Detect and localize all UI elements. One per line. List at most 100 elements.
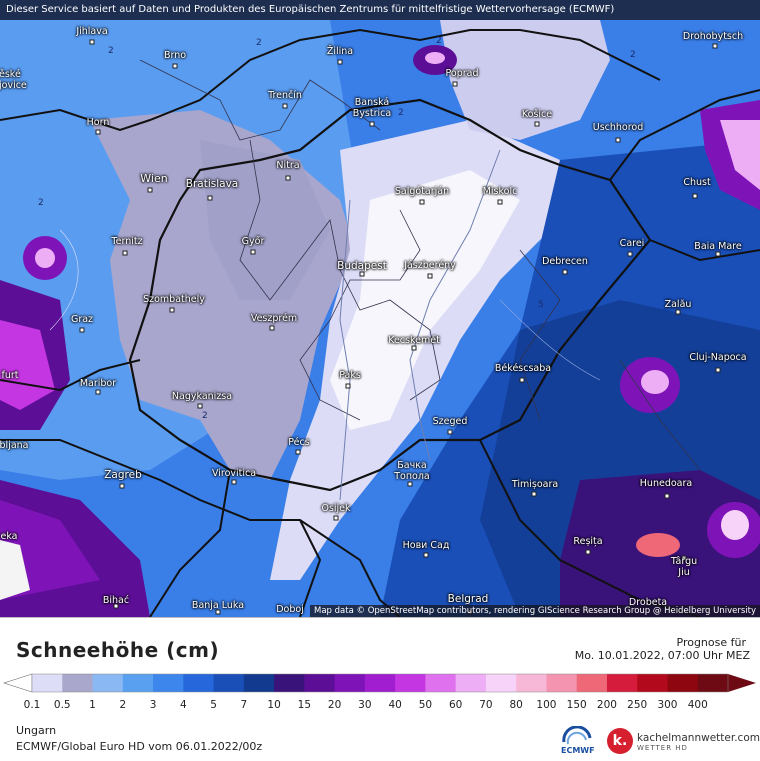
scale-swatch <box>62 674 94 692</box>
scale-swatch <box>637 674 668 692</box>
scale-swatch <box>153 674 184 692</box>
city-label: Drohobytsch <box>682 31 744 42</box>
contour-label: 2 <box>108 46 114 56</box>
city-marker <box>681 555 687 561</box>
city-label: Košice <box>521 109 553 120</box>
city-marker <box>407 481 413 487</box>
city-marker <box>337 59 343 65</box>
ecmwf-logo-text: ECMWF <box>561 746 595 755</box>
city-label: Baia Mare <box>694 241 742 252</box>
color-scale <box>3 673 756 693</box>
city-marker <box>419 199 425 205</box>
city-marker <box>345 383 351 389</box>
city-label: Békéscsaba <box>494 363 552 374</box>
city-marker <box>89 39 95 45</box>
city-marker <box>285 175 291 181</box>
kachelmann-logo-icon[interactable]: k. <box>607 728 633 754</box>
city-label: Jihlava <box>76 26 108 37</box>
city-marker <box>715 367 721 373</box>
city-label: Pécs <box>288 437 310 448</box>
city-label: Banská Bystrica <box>352 97 392 119</box>
model-run: ECMWF/Global Euro HD vom 06.01.2022/00z <box>16 740 263 753</box>
scale-swatch <box>697 674 729 692</box>
scale-swatch <box>546 674 578 692</box>
city-marker <box>359 271 365 277</box>
city-label: Reșița <box>573 536 603 547</box>
city-label: Nagykanizsa <box>171 391 233 402</box>
scale-swatch <box>274 674 305 692</box>
city-marker <box>282 103 288 109</box>
service-note-bar: Dieser Service basiert auf Daten und Pro… <box>0 0 760 20</box>
city-label: Wien <box>140 172 168 185</box>
scale-swatch <box>364 674 396 692</box>
city-marker <box>269 325 275 331</box>
city-marker <box>585 549 591 555</box>
city-label: Doboj <box>276 604 304 615</box>
city-label: furt <box>1 370 19 381</box>
ecmwf-logo-icon <box>562 726 592 745</box>
city-marker <box>172 63 178 69</box>
city-marker <box>119 483 125 489</box>
scale-swatch <box>576 674 608 692</box>
city-marker <box>452 81 458 87</box>
scale-tick-label: 300 <box>657 699 678 711</box>
city-marker <box>231 479 237 485</box>
map-attribution: Map data © OpenStreetMap contributors, r… <box>310 605 760 617</box>
legend-panel: Schneehöhe (cm) Prognose für Mo. 10.01.2… <box>0 617 760 761</box>
scale-tick-label: 50 <box>418 699 433 711</box>
service-note-text: Dieser Service basiert auf Daten und Pro… <box>6 4 615 15</box>
scale-swatch <box>304 674 336 692</box>
scale-tick-label: 7 <box>240 699 248 711</box>
scale-tick-label: 30 <box>358 699 372 711</box>
city-label: Szeged <box>432 416 468 427</box>
contour-label: 2 <box>436 36 442 46</box>
city-marker <box>122 250 128 256</box>
city-label: Debrecen <box>542 256 588 267</box>
city-label: Hunedoara <box>639 478 693 489</box>
scale-tick-label: 1 <box>89 699 96 711</box>
brand-name-link[interactable]: kachelmannwetter.com <box>637 732 760 744</box>
forecast-label: Prognose für <box>676 636 747 649</box>
city-label: Ternitz <box>111 236 143 247</box>
city-label: ěské jovice <box>0 69 27 91</box>
city-marker <box>147 187 153 193</box>
city-label: Miskolc <box>482 186 518 197</box>
city-marker <box>712 43 718 49</box>
city-label: Zalău <box>664 299 692 310</box>
city-marker <box>715 251 721 257</box>
snow-depth-map: Dieser Service basiert auf Daten und Pro… <box>0 0 760 617</box>
scale-tick-label: 200 <box>596 699 617 711</box>
city-label: Bratislava <box>185 178 239 190</box>
city-label: Kecskemét <box>388 335 440 346</box>
contour-label: 2 <box>256 38 262 48</box>
city-marker <box>207 195 213 201</box>
city-label: Nitra <box>276 160 300 171</box>
city-label: Graz <box>70 314 94 325</box>
city-label: Maribor <box>79 378 117 389</box>
scale-swatch <box>606 674 638 692</box>
contour-label: 5 <box>538 300 544 310</box>
city-label: Trenčín <box>268 90 302 101</box>
city-marker <box>519 377 525 383</box>
scale-swatch <box>455 674 487 692</box>
scale-tick-label: 70 <box>479 699 493 711</box>
city-marker <box>447 429 453 435</box>
scale-tick-label: 250 <box>627 699 648 711</box>
scale-swatch <box>395 674 426 692</box>
city-marker <box>664 493 670 499</box>
city-marker <box>427 273 433 279</box>
city-label: Szombathely <box>143 294 205 305</box>
city-marker <box>79 327 85 333</box>
city-label: Virovitica <box>211 468 257 479</box>
city-marker <box>692 193 698 199</box>
brand-subtitle: WETTER HD <box>637 744 688 752</box>
city-label: Timișoara <box>511 479 559 490</box>
city-label: Carei <box>619 238 645 249</box>
city-label: Jászberény <box>404 260 456 271</box>
city-label: Banja Luka <box>191 600 245 611</box>
city-marker <box>627 251 633 257</box>
city-marker <box>197 403 203 409</box>
scale-tick-label: 0.5 <box>53 699 71 711</box>
scale-tick-label: 60 <box>448 699 463 711</box>
forecast-time: Mo. 10.01.2022, 07:00 Uhr MEZ <box>574 649 750 662</box>
